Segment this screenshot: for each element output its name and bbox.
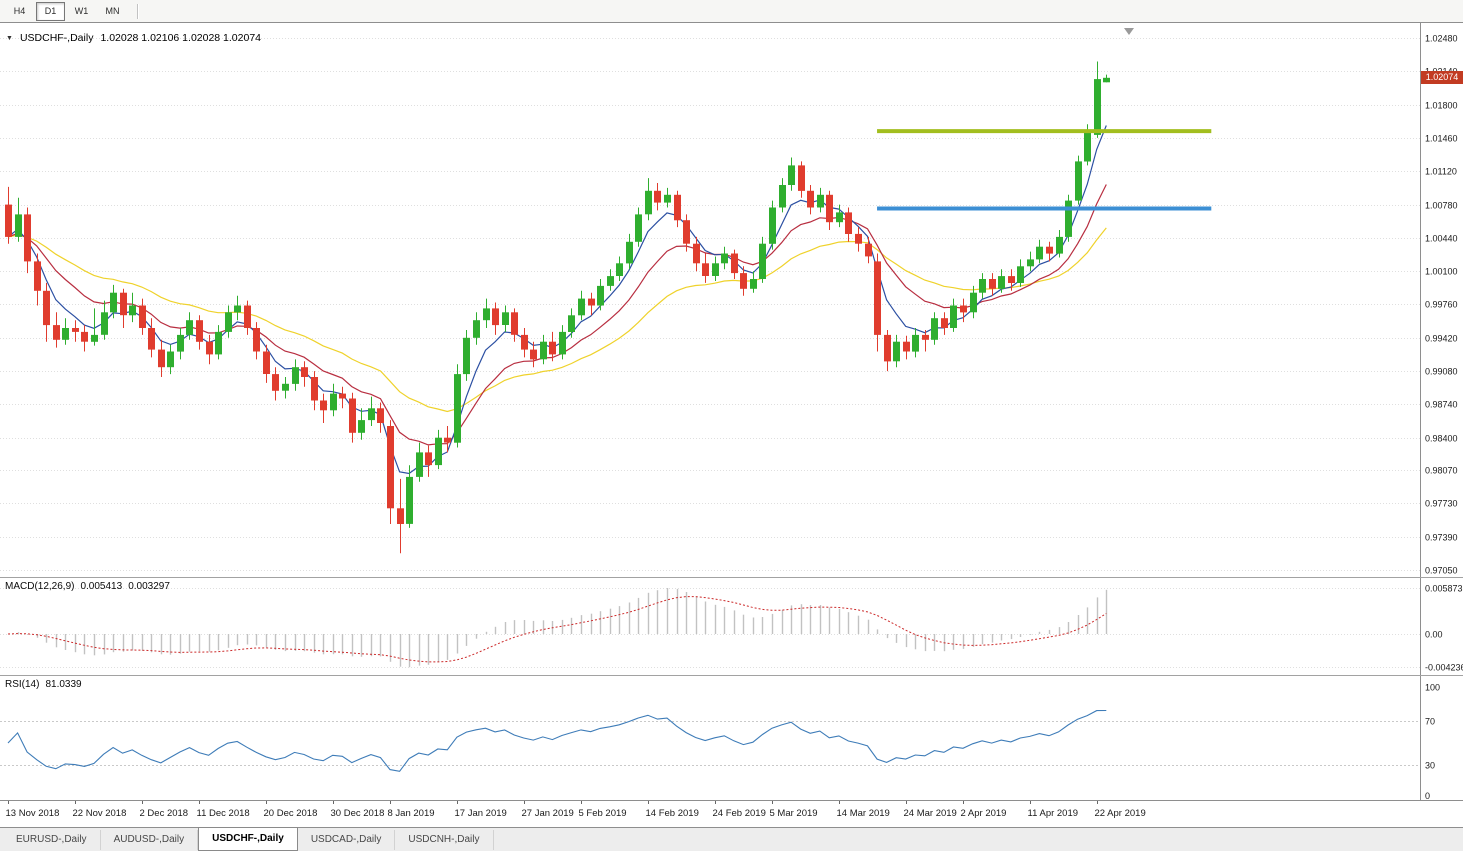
chart-tab-eurusd-daily[interactable]: EURUSD-,Daily	[3, 829, 101, 850]
svg-text:0.005873: 0.005873	[1425, 584, 1463, 594]
macd-label: MACD(12,26,9)	[5, 581, 75, 592]
svg-text:0.98740: 0.98740	[1425, 400, 1458, 410]
macd-indicator-pane[interactable]: 0.005873 0.00 -0.004236 MACD(12,26,9) 0.00…	[0, 577, 1463, 675]
candles-group	[5, 61, 1110, 554]
svg-text:1.01120: 1.01120	[1425, 167, 1457, 177]
macd-signal-line	[7, 596, 1107, 663]
ma-26-line	[7, 227, 1107, 413]
svg-text:0.97050: 0.97050	[1425, 566, 1458, 576]
chart-tabs-bar: EURUSD-,Daily AUDUSD-,Daily USDCHF-,Daily U…	[0, 826, 1463, 851]
svg-text:0: 0	[1425, 791, 1430, 800]
svg-text:70: 70	[1425, 717, 1435, 727]
rsi-line	[7, 709, 1107, 772]
macd-histogram	[17, 588, 1108, 668]
date-label: 22 Apr 2019	[1095, 808, 1146, 819]
date-label: 2 Apr 2019	[961, 808, 1007, 819]
dropdown-arrow-icon[interactable]: ▼	[6, 34, 13, 42]
svg-text:0.98070: 0.98070	[1425, 466, 1458, 476]
macd-signal-value: 0.003297	[128, 581, 170, 592]
timeframe-button-w1[interactable]: W1	[74, 6, 89, 16]
timeframe-buttons-group: H4 D1 W1 MN	[5, 1, 129, 21]
price-axis[interactable]: 1.024801.021401.018001.014601.011201.007…	[1425, 34, 1458, 576]
macd-canvas[interactable]: 0.005873 0.00 -0.004236	[0, 578, 1463, 675]
chart-ohlc-values: 1.02028 1.02106 1.02028 1.02074	[100, 32, 262, 44]
date-label: 11 Apr 2019	[1028, 808, 1079, 819]
macd-main-value: 0.005413	[80, 581, 123, 592]
price-gridlines	[0, 38, 1420, 571]
date-label: 30 Dec 2018	[331, 808, 385, 819]
ma-12-line	[7, 184, 1107, 446]
date-label: 27 Jan 2019	[522, 808, 574, 819]
date-axis-canvas[interactable]: 13 Nov 2018 22 Nov 2018 2 Dec 2018 11 Dec 2…	[0, 801, 1463, 827]
date-label: 5 Feb 2019	[579, 808, 627, 819]
date-axis[interactable]: 13 Nov 2018 22 Nov 2018 2 Dec 2018 11 Dec 2…	[0, 800, 1463, 827]
date-label: 17 Jan 2019	[455, 808, 507, 819]
svg-text:0.97730: 0.97730	[1425, 499, 1458, 509]
moving-averages-group	[7, 125, 1107, 475]
svg-text:0.99420: 0.99420	[1425, 334, 1458, 344]
timeframe-button-d1[interactable]: D1	[36, 1, 65, 21]
date-label: 22 Nov 2018	[73, 808, 127, 819]
rsi-value: 81.0339	[45, 679, 82, 690]
svg-text:0.99080: 0.99080	[1425, 367, 1458, 377]
svg-text:1.01460: 1.01460	[1425, 134, 1458, 144]
svg-text:1.01800: 1.01800	[1425, 101, 1458, 111]
chart-tab-usdchf-daily[interactable]: USDCHF-,Daily	[198, 826, 298, 851]
chart-tab-usdcad-daily[interactable]: USDCAD-,Daily	[298, 829, 396, 850]
svg-text:1.00780: 1.00780	[1425, 201, 1458, 211]
svg-text:0.00: 0.00	[1425, 630, 1443, 640]
main-chart-canvas[interactable]: 1.024801.021401.018001.014601.011201.007…	[0, 23, 1463, 577]
rsi-indicator-pane[interactable]: 100 70 30 0 RSI(14) 81.0339	[0, 675, 1463, 800]
toolbar-separator	[137, 3, 139, 19]
svg-text:100: 100	[1425, 683, 1440, 693]
rsi-label: RSI(14)	[5, 679, 40, 690]
date-label: 24 Mar 2019	[904, 808, 957, 819]
rsi-canvas[interactable]: 100 70 30 0	[0, 676, 1463, 800]
date-label: 24 Feb 2019	[713, 808, 766, 819]
horizontal-line-objects[interactable]	[877, 129, 1212, 211]
svg-text:1.00100: 1.00100	[1425, 267, 1458, 277]
svg-text:1.02480: 1.02480	[1425, 34, 1458, 44]
date-label: 14 Mar 2019	[837, 808, 890, 819]
ma-5-line	[7, 125, 1107, 475]
rsi-title: RSI(14) 81.0339	[5, 679, 82, 690]
main-chart-pane[interactable]: 1.024801.021401.018001.014601.011201.007…	[0, 23, 1463, 577]
svg-text:0.99760: 0.99760	[1425, 300, 1458, 310]
chart-tab-audusd-daily[interactable]: AUDUSD-,Daily	[101, 829, 199, 850]
svg-text:0.97390: 0.97390	[1425, 533, 1458, 543]
date-label: 13 Nov 2018	[6, 808, 60, 819]
timeframe-toolbar: H4 D1 W1 MN	[0, 0, 1463, 23]
timeframe-button-mn[interactable]: MN	[105, 6, 120, 16]
timeframe-button-h4[interactable]: H4	[13, 6, 26, 16]
date-label: 8 Jan 2019	[388, 808, 435, 819]
chart-shift-marker-icon[interactable]	[1124, 28, 1134, 35]
svg-text:0.98400: 0.98400	[1425, 434, 1458, 444]
date-label: 11 Dec 2018	[197, 808, 250, 819]
date-label: 20 Dec 2018	[264, 808, 318, 819]
svg-text:-0.004236: -0.004236	[1425, 663, 1463, 673]
svg-text:1.00440: 1.00440	[1425, 234, 1458, 244]
date-label: 14 Feb 2019	[646, 808, 699, 819]
current-price-tag: 1.02074	[1421, 71, 1463, 84]
chart-tab-usdcnh-daily[interactable]: USDCNH-,Daily	[395, 829, 494, 850]
date-label: 2 Dec 2018	[140, 808, 189, 819]
macd-title: MACD(12,26,9) 0.005413 0.003297	[5, 581, 170, 592]
svg-text:30: 30	[1425, 761, 1435, 771]
chart-symbol-label: USDCHF-,Daily	[19, 32, 94, 44]
date-label: 5 Mar 2019	[770, 808, 818, 819]
chart-title: ▼ USDCHF-,Daily 1.02028 1.02106 1.02028 …	[6, 32, 261, 44]
